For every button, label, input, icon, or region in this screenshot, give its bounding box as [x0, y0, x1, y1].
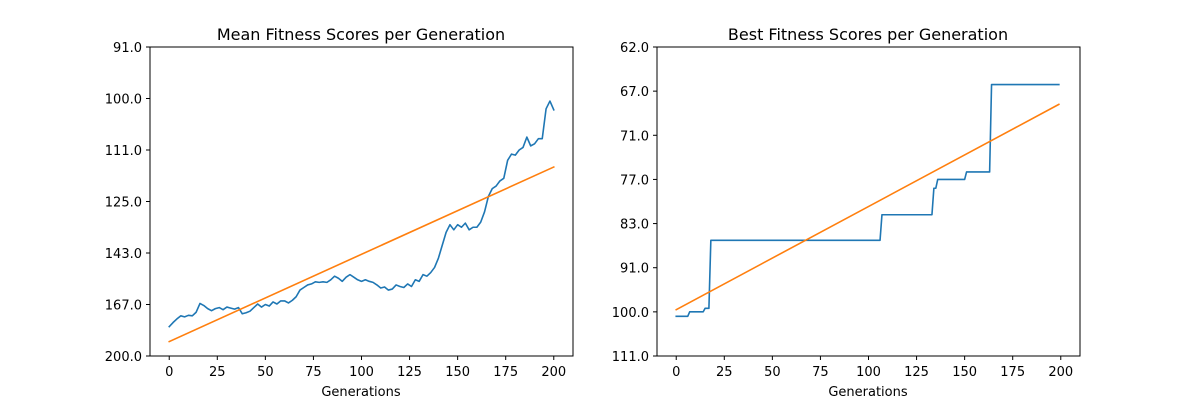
x-tick-label: 25: [716, 365, 733, 380]
x-tick-label: 0: [672, 365, 680, 380]
x-axis-label: Generations: [828, 385, 908, 400]
y-tick-label: 91.0: [113, 41, 142, 56]
y-tick-label: 62.0: [620, 41, 649, 56]
y-tick-label: 77.0: [620, 173, 649, 188]
x-tick-label: 125: [904, 365, 929, 380]
mean-fitness-chart: Mean Fitness Scores per Generation Gener…: [105, 25, 574, 400]
y-tick-label: 111.0: [612, 350, 649, 365]
x-tick-label: 75: [305, 365, 322, 380]
y-tick-label: 167.0: [105, 299, 142, 314]
x-tick-label: 175: [493, 365, 518, 380]
x-tick-label: 75: [812, 365, 829, 380]
x-tick-label: 150: [952, 365, 977, 380]
x-tick-label: 200: [541, 365, 566, 380]
x-tick-label: 100: [349, 365, 374, 380]
y-tick-label: 125.0: [105, 196, 142, 211]
y-tick-label: 91.0: [620, 262, 649, 277]
series-line: [168, 100, 555, 328]
y-tick-label: 71.0: [620, 129, 649, 144]
y-tick-label: 200.0: [105, 350, 142, 365]
x-tick-label: 200: [1048, 365, 1073, 380]
y-tick-label: 67.0: [620, 85, 649, 100]
chart-title: Mean Fitness Scores per Generation: [217, 25, 505, 44]
y-tick-label: 143.0: [105, 247, 142, 262]
x-tick-label: 50: [257, 365, 274, 380]
trend-line: [675, 103, 1060, 311]
x-tick-label: 50: [764, 365, 781, 380]
series-line: [675, 83, 1060, 318]
y-tick-label: 83.0: [620, 218, 649, 233]
x-tick-label: 25: [209, 365, 226, 380]
best-fitness-chart: Best Fitness Scores per Generation Gener…: [612, 25, 1081, 400]
x-tick-label: 0: [165, 365, 173, 380]
y-tick-label: 100.0: [612, 306, 649, 321]
trend-line: [168, 165, 555, 343]
x-tick-label: 175: [1000, 365, 1025, 380]
axes-frame: [656, 46, 1081, 357]
y-tick-label: 111.0: [105, 144, 142, 159]
chart-title: Best Fitness Scores per Generation: [728, 25, 1008, 44]
x-tick-label: 125: [397, 365, 422, 380]
x-tick-label: 150: [445, 365, 470, 380]
x-tick-label: 100: [856, 365, 881, 380]
x-axis-label: Generations: [321, 385, 401, 400]
y-tick-label: 100.0: [105, 93, 142, 108]
